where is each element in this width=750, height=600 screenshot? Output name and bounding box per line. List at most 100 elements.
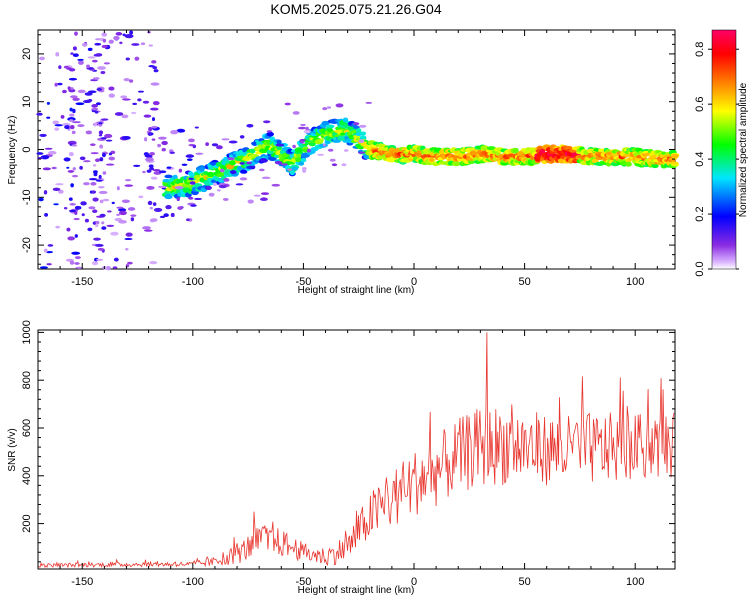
spectrogram-cell	[131, 43, 140, 46]
spectrogram-cell	[170, 212, 175, 218]
spectrogram-cell	[83, 182, 90, 186]
spectrogram-cell	[327, 148, 334, 152]
spectrogram-cell	[108, 156, 116, 161]
colorbar-ticks: 0.0 0.2 0.4 0.6 0.8	[694, 42, 739, 277]
spectrogram-cell	[71, 144, 78, 147]
spectrogram-cell	[308, 142, 316, 147]
spectrogram-cell	[79, 156, 86, 161]
spectrogram-cell	[125, 57, 130, 61]
spectrogram-cell	[133, 164, 141, 167]
colorbar-tick-label: 0.2	[694, 206, 706, 221]
spectrogram-cell	[55, 225, 60, 229]
spectrogram-cell	[84, 218, 89, 223]
spectrogram-cell	[148, 164, 154, 169]
spectrogram-cell	[132, 102, 138, 106]
spectrogram-cell	[188, 196, 194, 200]
spectrogram-cell	[118, 208, 127, 212]
spectrogram-cell	[124, 184, 134, 187]
spectrogram-cell	[125, 232, 133, 237]
y-tick-label: 200	[21, 514, 33, 532]
spectrogram-cell	[72, 97, 80, 102]
spectrogram-cell	[46, 116, 51, 119]
spectrogram-cell	[116, 206, 124, 209]
x-tick-label: 50	[518, 576, 530, 588]
spectrogram-cell	[121, 199, 131, 204]
spectrogram-cell	[165, 205, 172, 210]
spectrogram-cell	[52, 120, 60, 125]
spectrogram-cell	[75, 102, 85, 106]
spectrogram-y-ticks: -20 -10 0 10 20	[21, 34, 675, 265]
spectrogram-cell	[42, 167, 51, 171]
spectrogram-cell	[114, 112, 124, 116]
spectrogram-cell	[239, 162, 245, 165]
spectrogram-cell	[98, 122, 103, 125]
spectrogram-cell	[87, 47, 93, 52]
spectrogram-cell	[68, 68, 76, 72]
spectrogram-cell	[651, 163, 659, 169]
spectrogram-cell	[134, 56, 140, 61]
spectrogram-cell	[151, 117, 156, 122]
x-tick-label: 100	[626, 276, 644, 288]
spectrogram-cell	[260, 197, 268, 201]
spectrogram-cell	[280, 163, 288, 166]
spectrogram-cell	[98, 186, 105, 189]
spectrogram-cell	[67, 140, 77, 145]
spectrogram-cell	[87, 90, 97, 94]
spectrogram-cell	[100, 137, 107, 140]
spectrogram-cell	[70, 183, 74, 188]
spectrogram-cell	[358, 124, 367, 128]
spectrogram-cell	[99, 157, 104, 162]
spectrogram-cell	[123, 77, 130, 82]
spectrogram-cell	[97, 66, 106, 70]
x-tick-label: 0	[411, 276, 417, 288]
spectrogram-cell	[269, 136, 276, 142]
spectrogram-cell	[82, 42, 88, 47]
spectrogram-cell	[72, 167, 76, 171]
spectrogram-cell	[74, 205, 81, 210]
spectrogram-cell	[163, 213, 169, 218]
spectrogram-cell	[227, 157, 235, 161]
spectrogram-cell	[142, 170, 146, 174]
spectrogram-cell	[98, 134, 103, 137]
spectrogram-cell	[306, 148, 311, 153]
spectrogram-cell	[113, 35, 120, 41]
y-tick-label: 800	[21, 371, 33, 389]
spectrogram-cell	[289, 170, 295, 176]
spectrogram-cell	[99, 199, 104, 204]
spectrogram-cell	[111, 201, 115, 205]
spectrogram-cell	[124, 237, 133, 241]
spectrogram-cell	[55, 183, 64, 186]
spectrogram-cell	[54, 82, 58, 87]
spectrogram-cell	[194, 197, 202, 201]
spectrogram-cell	[275, 143, 285, 147]
spectrogram-cell	[344, 149, 349, 152]
spectrogram-cell	[71, 130, 76, 135]
spectrogram-cell	[150, 82, 160, 86]
spectrogram-cell	[246, 161, 252, 165]
spectrogram-cell	[143, 229, 153, 232]
spectrogram-cell	[146, 169, 152, 173]
spectrogram-cell	[58, 189, 64, 194]
spectrogram-cell	[36, 112, 43, 116]
spectrogram-cell	[274, 160, 283, 165]
spectrogram-cell	[137, 90, 145, 93]
spectrogram-cell	[95, 53, 103, 57]
spectrogram-cell	[94, 243, 104, 247]
spectrogram-cell	[113, 257, 119, 262]
spectrogram-cell	[122, 98, 131, 101]
spectrogram-cell	[219, 168, 225, 173]
spectrogram-cell	[151, 138, 156, 141]
spectrogram-cell	[90, 182, 97, 186]
spectrogram-cell	[70, 124, 75, 130]
spectrogram-cell	[428, 157, 435, 162]
spectrogram-cell	[101, 226, 107, 230]
spectrogram-cell	[130, 214, 137, 217]
spectrogram-cell	[360, 131, 367, 136]
spectrogram-cell	[153, 69, 159, 73]
spectrogram-cell	[565, 145, 573, 150]
spectrogram-cell	[249, 164, 256, 170]
spectrogram-cell	[72, 46, 77, 51]
spectrogram-cell	[326, 106, 332, 109]
snr-x-label: Height of straight line (km)	[298, 585, 415, 596]
